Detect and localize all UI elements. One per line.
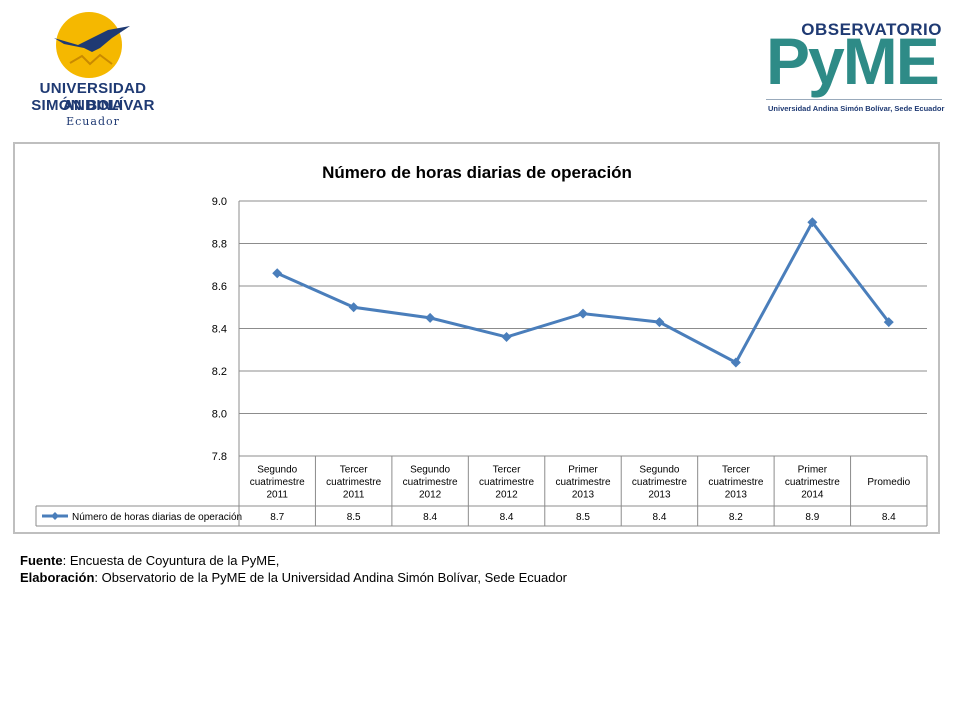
university-country: Ecuador	[66, 115, 120, 128]
x-category-label: 2013	[648, 490, 671, 501]
x-category-label: cuatrimestre	[785, 477, 840, 488]
y-tick-label: 8.2	[212, 366, 227, 378]
elaboration-text: : Observatorio de la PyME de la Universi…	[94, 570, 568, 585]
x-category-label: 2013	[572, 490, 595, 501]
data-table-value: 8.7	[270, 512, 284, 523]
data-point-marker	[578, 308, 588, 319]
data-table-value: 8.9	[805, 512, 819, 523]
x-category-label: Primer	[798, 465, 828, 476]
x-category-label: cuatrimestre	[708, 477, 763, 488]
x-category-label: Tercer	[493, 465, 521, 476]
data-point-marker	[425, 312, 436, 323]
line-chart: Número de horas diarias de operación 9.0 8…	[35, 163, 928, 527]
y-tick-label: 8.0	[212, 409, 227, 421]
x-category-label: Tercer	[340, 465, 368, 476]
university-name-line2: SIMÓN BOLÍVAR	[31, 97, 155, 114]
x-category-label: 2012	[419, 490, 442, 501]
x-category-label: Segundo	[639, 465, 679, 476]
source-note: Fuente: Encuesta de Coyuntura de la PyME…	[20, 552, 567, 586]
y-tick-label: 7.8	[212, 451, 227, 463]
university-name-line1: UNIVERSIDAD ANDINA	[39, 80, 147, 114]
data-table-value: 8.5	[347, 512, 361, 523]
data-table-value: 8.4	[652, 512, 666, 523]
data-table-value: 8.2	[729, 512, 743, 523]
logo-pyme-text: PyME	[766, 24, 940, 98]
chart-title: Número de horas diarias de operación	[322, 163, 632, 182]
source-label: Fuente	[20, 553, 63, 568]
x-category-label: cuatrimestre	[479, 477, 534, 488]
x-category-label: cuatrimestre	[326, 477, 381, 488]
observatorio-pyme-logo: OBSERVATORIO PyME Universidad Andina Sim…	[766, 18, 946, 118]
x-category-label: cuatrimestre	[250, 477, 305, 488]
logo-subtitle: Universidad Andina Simón Bolívar, Sede E…	[768, 104, 945, 113]
x-category-label: 2011	[343, 490, 365, 501]
elaboration-line: Elaboración: Observatorio de la PyME de …	[20, 569, 567, 586]
x-category-label: Primer	[568, 465, 598, 476]
x-category-label: cuatrimestre	[403, 477, 458, 488]
x-category-label: cuatrimestre	[555, 477, 610, 488]
logo-observatorio-text: OBSERVATORIO	[801, 20, 942, 39]
x-category-label: 2013	[725, 490, 748, 501]
x-category-label: 2011	[266, 490, 288, 501]
data-point-marker	[348, 302, 359, 313]
data-point-marker	[883, 317, 894, 328]
data-table-value: 8.4	[500, 512, 514, 523]
y-tick-label: 8.4	[212, 324, 227, 336]
data-point-marker	[654, 317, 665, 328]
chart-frame: Número de horas diarias de operación 9.0 8…	[13, 142, 940, 534]
x-category-label: Segundo	[410, 465, 450, 476]
y-tick-label: 8.6	[212, 281, 227, 293]
legend-series-name: Número de horas diarias de operación	[72, 512, 242, 523]
x-category-label: Tercer	[722, 465, 750, 476]
x-category-label: Promedio	[867, 477, 910, 488]
x-category-label: 2012	[495, 490, 518, 501]
data-point-marker	[501, 332, 512, 342]
data-table-value: 8.4	[882, 512, 896, 523]
x-category-label: cuatrimestre	[632, 477, 687, 488]
elaboration-label: Elaboración	[20, 570, 95, 585]
university-logo: UNIVERSIDAD ANDINA SIMÓN BOLÍVAR Ecuador	[8, 8, 178, 133]
logo-divider	[766, 99, 942, 100]
condor-emblem-icon	[54, 12, 130, 78]
data-point-marker	[807, 217, 818, 228]
x-category-label: Segundo	[257, 465, 297, 476]
x-category-label: 2014	[801, 490, 824, 501]
data-point-marker	[272, 268, 283, 279]
source-line: Fuente: Encuesta de Coyuntura de la PyME…	[20, 552, 567, 569]
data-table-value: 8.4	[423, 512, 437, 523]
source-text: : Encuesta de Coyuntura de la PyME,	[62, 553, 280, 568]
data-table-value: 8.5	[576, 512, 590, 523]
y-tick-label: 8.8	[212, 239, 227, 251]
data-point-marker	[730, 357, 741, 368]
y-tick-label: 9.0	[212, 196, 227, 208]
legend-marker	[51, 512, 59, 520]
